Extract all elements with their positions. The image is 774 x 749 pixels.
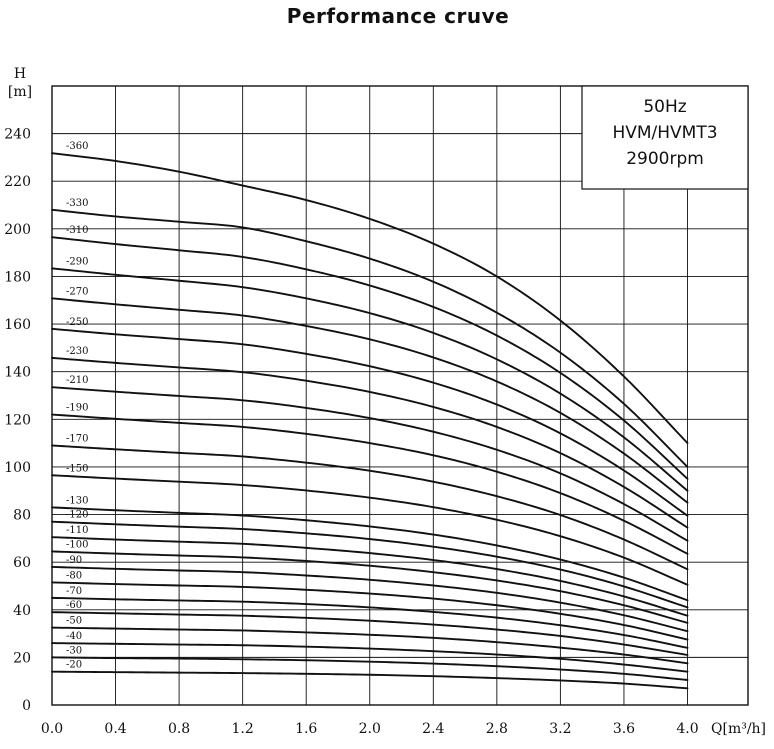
curve-label: -330	[66, 198, 88, 209]
curve-label: -230	[66, 346, 88, 357]
x-axis-label: Q[m³/h]	[711, 721, 766, 737]
curve-label: -250	[66, 317, 88, 328]
y-tick-label: 60	[13, 555, 31, 571]
x-tick-label: 1.6	[295, 721, 317, 737]
curve-label: -170	[66, 433, 88, 444]
curve-n90	[51, 565, 689, 633]
curve-label: -60	[66, 600, 82, 611]
axis-layer: 0.0 0.4 0.8 1.2 1.6 2.0 2.4 2.8 3.2 3.6 4.0 0 20 40 60…	[4, 66, 766, 737]
info-box-line: HVM/HVMT3	[612, 123, 717, 143]
info-box-line: 50Hz	[643, 97, 686, 117]
curve-label: -70	[66, 586, 82, 597]
curve-label: -130	[66, 495, 88, 506]
curve-label: -290	[66, 256, 88, 267]
y-tick-label: 80	[13, 508, 31, 524]
curve-n130	[51, 506, 689, 602]
y-axis-unit: [m]	[8, 84, 32, 100]
curve-label: -360	[66, 141, 88, 152]
info-box: 50Hz HVM/HVMT3 2900rpm	[581, 85, 749, 190]
curve-n20	[51, 670, 689, 690]
curve-label: -270	[66, 286, 88, 297]
curve-layer	[51, 152, 689, 690]
curve-n110	[51, 536, 689, 617]
curve-label: -40	[66, 631, 82, 642]
x-tick-label: 2.4	[422, 721, 444, 737]
y-tick-label: 120	[4, 412, 31, 428]
curve-label: -120	[66, 510, 88, 521]
x-tick-label: 3.6	[613, 721, 635, 737]
curve-n100	[51, 550, 689, 624]
y-tick-label: 100	[4, 460, 31, 476]
curve-label: -30	[66, 645, 82, 656]
y-tick-label: 160	[4, 317, 31, 333]
curve-n120	[51, 520, 689, 609]
curve-label: -210	[66, 375, 88, 386]
curve-n170	[51, 444, 689, 571]
y-axis-label: H	[14, 66, 26, 82]
curve-label: -150	[66, 463, 88, 474]
curve-label: -80	[66, 570, 82, 581]
y-tick-label: 140	[4, 365, 31, 381]
label-layer: -360 -330 -310 -290 -270 -250 -230 -210 -190 -170…	[66, 141, 88, 671]
curve-n230	[51, 356, 689, 529]
x-tick-label: 0.0	[41, 721, 63, 737]
y-tick-label: 220	[4, 174, 31, 190]
curve-n270	[51, 297, 689, 504]
curve-label: -190	[66, 403, 88, 414]
curve-label: -100	[66, 539, 88, 550]
curve-n310	[51, 236, 689, 480]
curve-n190	[51, 413, 689, 555]
curve-label: -20	[66, 660, 82, 671]
curve-label: -110	[66, 525, 88, 536]
x-tick-label: 3.2	[549, 721, 571, 737]
x-tick-label: 2.8	[486, 721, 508, 737]
curve-n250	[51, 327, 689, 517]
plot-frame	[51, 85, 749, 706]
curve-n360	[51, 152, 689, 445]
y-tick-label: 180	[4, 269, 31, 285]
x-tick-label: 0.4	[104, 721, 126, 737]
curve-label: -310	[66, 225, 88, 236]
x-tick-label: 2.0	[359, 721, 381, 737]
y-tick-label: 0	[22, 698, 31, 714]
curve-n70	[51, 596, 689, 649]
y-tick-label: 20	[13, 650, 31, 666]
curve-n210	[51, 386, 689, 542]
y-tick-label: 240	[4, 127, 31, 143]
curve-n290	[51, 267, 689, 492]
curve-n30	[51, 656, 689, 681]
curve-label: -50	[66, 616, 82, 627]
x-tick-label: 0.8	[168, 721, 190, 737]
info-box-line: 2900rpm	[626, 149, 704, 169]
curve-n40	[51, 642, 689, 673]
curve-n330	[51, 208, 689, 468]
chart-title: Performance cruve	[286, 4, 510, 28]
curve-n150	[51, 474, 689, 586]
curve-n60	[51, 611, 689, 656]
curve-n80	[51, 581, 689, 641]
curve-n50	[51, 626, 689, 665]
y-tick-label: 200	[4, 222, 31, 238]
x-tick-label: 4.0	[676, 721, 698, 737]
y-tick-label: 40	[13, 603, 31, 619]
x-tick-label: 1.2	[232, 721, 254, 737]
curve-label: -90	[66, 555, 82, 566]
